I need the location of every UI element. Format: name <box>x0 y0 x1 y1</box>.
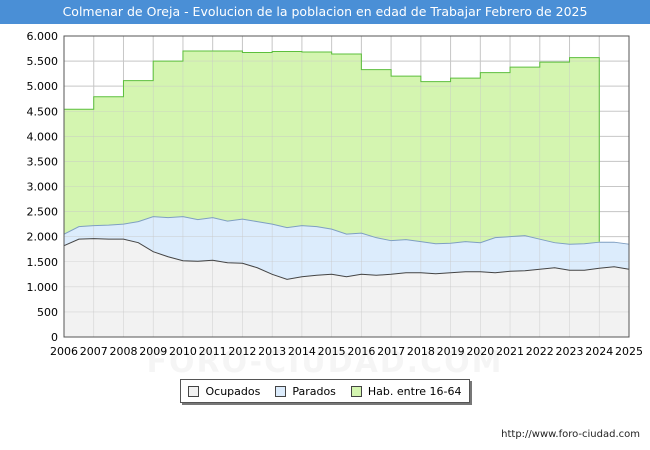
legend-swatch-ocupados <box>188 385 200 397</box>
y-tick-label: 500 <box>37 306 58 319</box>
y-tick-label: 0 <box>51 331 58 344</box>
x-tick-label: 2007 <box>80 345 108 358</box>
x-tick-label: 2011 <box>199 345 227 358</box>
x-tick-label: 2024 <box>585 345 613 358</box>
y-tick-label: 3.000 <box>27 181 59 194</box>
y-tick-label: 4.500 <box>27 105 59 118</box>
y-tick-label: 4.000 <box>27 130 59 143</box>
x-tick-label: 2016 <box>347 345 375 358</box>
legend-item-hab: Hab. entre 16-64 <box>350 384 462 398</box>
y-tick-label: 5.000 <box>27 80 59 93</box>
legend-item-ocupados: Ocupados <box>188 385 260 398</box>
x-tick-label: 2020 <box>466 345 494 358</box>
y-tick-label: 6.000 <box>27 30 59 43</box>
y-tick-label: 2.000 <box>27 231 59 244</box>
x-tick-label: 2021 <box>496 345 524 358</box>
x-tick-label: 2023 <box>556 345 584 358</box>
hab-line <box>64 50 600 242</box>
x-tick-label: 2008 <box>109 345 137 358</box>
legend-label-ocupados: Ocupados <box>205 384 261 398</box>
x-tick-label: 2010 <box>169 345 197 358</box>
x-tick-label: 2018 <box>407 345 435 358</box>
x-tick-label: 2009 <box>139 345 167 358</box>
x-tick-label: 2019 <box>437 345 465 358</box>
legend: Ocupados Parados Hab. entre 16-64 <box>180 379 470 403</box>
chart-title: Colmenar de Oreja - Evolucion de la pobl… <box>0 0 650 24</box>
ocupados-area <box>64 238 629 337</box>
legend-item-parados: Parados <box>275 385 336 398</box>
parados-line <box>63 216 630 245</box>
x-tick-label: 2025 <box>615 345 643 358</box>
x-tick-label: 2022 <box>526 345 554 358</box>
legend-label-parados: Parados <box>292 384 336 398</box>
plot-border <box>63 35 630 338</box>
x-tick-label: 2015 <box>318 345 346 358</box>
watermark: FORO-CIUDAD.COM <box>0 345 650 380</box>
legend-label-hab: Hab. entre 16-64 <box>367 384 462 398</box>
x-tick-label: 2014 <box>288 345 316 358</box>
y-tick-label: 1.500 <box>27 256 59 269</box>
ocupados-line <box>63 238 630 280</box>
x-tick-label: 2013 <box>258 345 286 358</box>
legend-swatch-hab <box>350 385 362 397</box>
x-tick-label: 2006 <box>50 345 78 358</box>
y-tick-label: 5.500 <box>27 55 59 68</box>
legend-swatch-parados <box>275 385 287 397</box>
y-tick-label: 2.500 <box>27 206 59 219</box>
x-tick-label: 2012 <box>228 345 256 358</box>
source-link[interactable]: http://www.foro-ciudad.com <box>501 429 640 440</box>
y-tick-label: 1.000 <box>27 281 59 294</box>
y-tick-label: 3.500 <box>27 155 59 168</box>
x-tick-label: 2017 <box>377 345 405 358</box>
